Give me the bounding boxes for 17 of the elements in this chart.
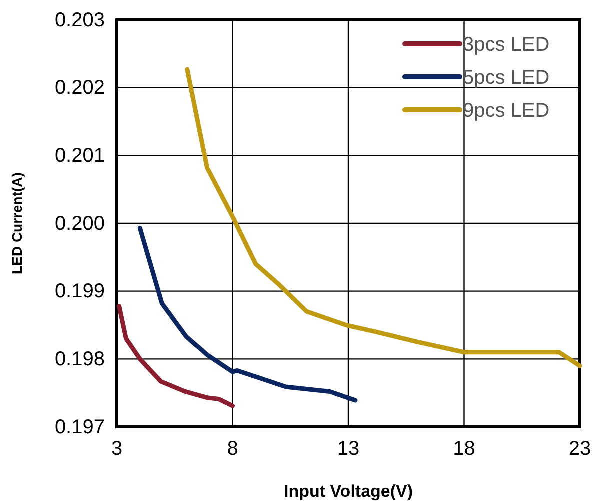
y-tick-label: 0.203 (54, 9, 105, 32)
line-series (185, 67, 582, 368)
y-axis-title: LED Current(A) (9, 172, 25, 274)
y-tick-label: 0.200 (54, 212, 105, 235)
y-tick-label: 0.197 (54, 416, 105, 438)
line-series (138, 226, 358, 403)
x-tick-label: 13 (337, 438, 360, 460)
x-tick-label: 8 (227, 438, 238, 460)
x-axis-title: Input Voltage(V) (284, 482, 414, 501)
y-tick-label: 0.199 (54, 280, 105, 303)
line-series (117, 304, 235, 408)
y-tick-label: 0.202 (54, 77, 105, 100)
x-tick-label: 23 (568, 438, 592, 460)
y-tick-label: 0.198 (54, 348, 105, 371)
y-tick-label: 0.201 (54, 145, 105, 168)
x-tick-label: 3 (111, 438, 123, 460)
x-tick-label: 18 (453, 438, 476, 460)
